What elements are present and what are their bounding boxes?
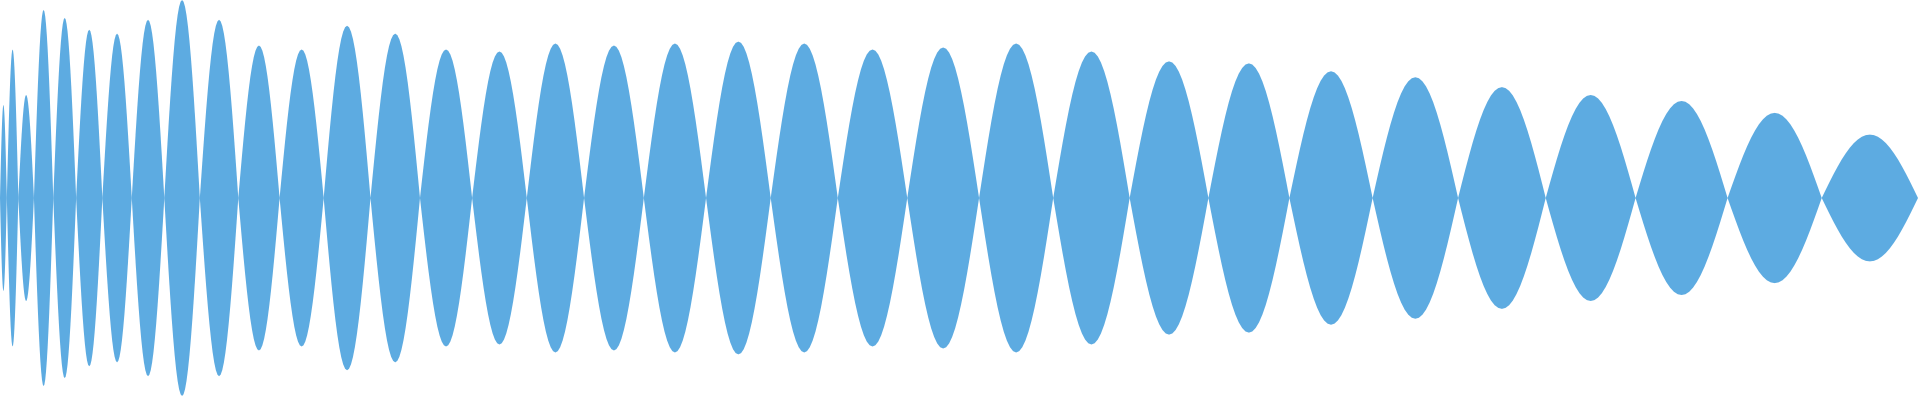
waveform-lobe [33, 9, 54, 387]
waveform-lobe [837, 49, 908, 347]
waveform-lobe [706, 41, 771, 355]
waveform-lobe [164, 0, 200, 396]
waveform-lobe [1635, 100, 1728, 296]
waveform-lobe [1727, 112, 1822, 284]
waveform-lobe [1545, 95, 1636, 301]
waveform-lobe [526, 43, 585, 353]
waveform-lobe [76, 29, 103, 367]
waveform-lobe [1458, 87, 1546, 309]
waveform-lobe [1129, 61, 1209, 335]
waveform-lobe [1821, 134, 1918, 262]
waveform-lobe [6, 49, 19, 347]
waveform-lobe [53, 17, 77, 379]
waveform-lobe [1289, 71, 1373, 325]
waveform-lobe [131, 19, 165, 377]
waveform-lobe [199, 19, 239, 377]
waveform-lobe [1208, 63, 1290, 333]
waveform-lobe [370, 33, 420, 363]
waveform-lobe [18, 95, 34, 301]
waveform-lobe [643, 43, 707, 353]
waveform-lobe [770, 43, 838, 353]
waveform-lobe [1053, 51, 1130, 345]
waveform-lobe [238, 45, 280, 351]
waveform-lobe [0, 104, 7, 292]
waveform-lobe [472, 51, 527, 345]
waveform-lobe [323, 25, 371, 371]
waveform-lobe [102, 33, 132, 363]
waveform-lobe [419, 49, 473, 347]
waveform-lobe [279, 49, 324, 347]
waveform-lobe [584, 45, 644, 351]
waveform-lobe [1372, 77, 1459, 319]
waveform-lobe [907, 47, 980, 349]
waveform-lobe [979, 43, 1054, 353]
